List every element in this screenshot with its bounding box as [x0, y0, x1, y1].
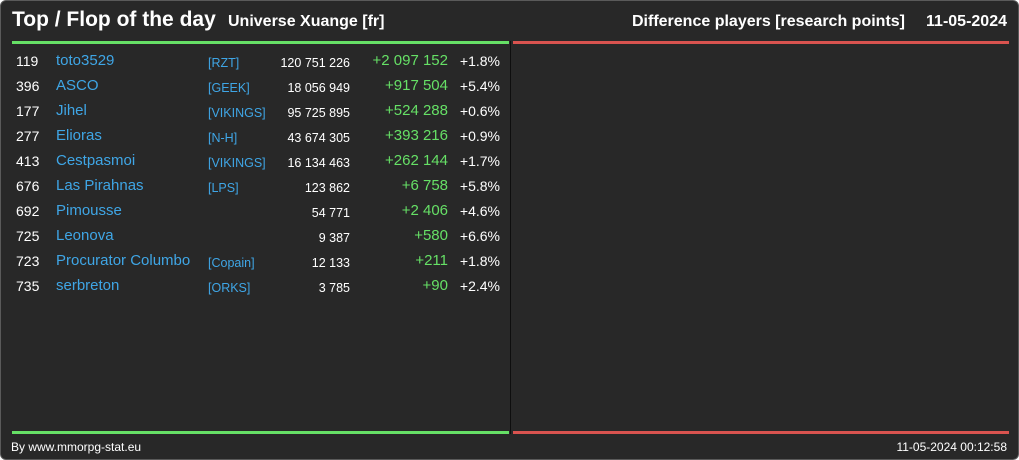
alliance-tag-link[interactable]: [N-H] — [208, 131, 238, 145]
alliance-tag-link[interactable]: [VIKINGS] — [208, 156, 266, 170]
player-name-link[interactable]: ASCO — [56, 77, 99, 94]
alliance-tag-link[interactable]: [GEEK] — [208, 81, 250, 95]
player-points: 16 134 463 — [287, 156, 350, 170]
player-name-link[interactable]: Pimousse — [56, 202, 122, 219]
player-points: 18 056 949 — [287, 81, 350, 95]
metric-label: Difference players [research points] — [632, 13, 905, 30]
player-rank: 735 — [16, 278, 40, 294]
alliance-tag-link[interactable]: [Copain] — [208, 256, 255, 270]
player-name-link[interactable]: Procurator Columbo — [56, 252, 191, 269]
player-points: 120 751 226 — [280, 56, 350, 70]
table-row: 177 Jihel [VIKINGS] 95 725 895 +524 288 +0.6% — [1, 99, 510, 124]
player-rank: 725 — [16, 228, 40, 244]
percent-change: +1.7% — [459, 153, 500, 169]
alliance-tag-link[interactable]: [LPS] — [208, 181, 239, 195]
table-row: 723 Procurator Columbo [Copain] 12 133 +211 +… — [1, 249, 510, 274]
percent-change: +4.6% — [459, 203, 500, 219]
player-name-link[interactable]: Jihel — [56, 102, 87, 119]
points-difference: +2 406 — [401, 202, 448, 219]
top-section-bottom-bar — [12, 431, 509, 434]
table-row: 692 Pimousse 54 771 +2 406 +4.6% — [1, 199, 510, 224]
points-difference: +6 758 — [401, 177, 448, 194]
top-section-bar — [12, 41, 509, 44]
player-points: 43 674 305 — [287, 131, 350, 145]
generated-timestamp: 11-05-2024 00:12:58 — [896, 440, 1007, 454]
site-credit: By www.mmorpg-stat.eu — [11, 440, 142, 454]
percent-change: +5.8% — [459, 178, 500, 194]
alliance-tag-link[interactable]: [RZT] — [208, 56, 240, 70]
top-players-list: 119 toto3529 [RZT] 120 751 226 +2 097 152 +1.… — [1, 49, 510, 299]
percent-change: +1.8% — [459, 53, 500, 69]
table-row: 413 Cestpasmoi [VIKINGS] 16 134 463 +262 144… — [1, 149, 510, 174]
player-points: 54 771 — [311, 206, 350, 220]
player-name-link[interactable]: toto3529 — [56, 52, 115, 69]
player-rank: 177 — [16, 103, 40, 119]
percent-change: +0.6% — [459, 103, 500, 119]
player-name-link[interactable]: Elioras — [56, 127, 102, 144]
points-difference: +580 — [414, 227, 448, 244]
player-points: 3 785 — [318, 281, 350, 295]
alliance-tag-link[interactable]: [ORKS] — [208, 281, 251, 295]
percent-change: +0.9% — [459, 128, 500, 144]
player-points: 9 387 — [318, 231, 350, 245]
table-row: 725 Leonova 9 387 +580 +6.6% — [1, 224, 510, 249]
player-name-link[interactable]: Cestpasmoi — [56, 152, 136, 169]
alliance-tag-link[interactable]: [VIKINGS] — [208, 106, 266, 120]
column-divider — [510, 41, 511, 434]
player-rank: 277 — [16, 128, 40, 144]
percent-change: +1.8% — [459, 253, 500, 269]
table-row: 676 Las Pirahnas [LPS] 123 862 +6 758 +5.8% — [1, 174, 510, 199]
percent-change: +2.4% — [459, 278, 500, 294]
points-difference: +90 — [422, 277, 448, 294]
player-rank: 396 — [16, 78, 40, 94]
flop-section-bottom-bar — [513, 431, 1009, 434]
page-title: Top / Flop of the day — [12, 8, 216, 31]
points-difference: +393 216 — [385, 127, 448, 144]
date-label: 11-05-2024 — [926, 13, 1007, 30]
player-points: 12 133 — [311, 256, 350, 270]
points-difference: +524 288 — [385, 102, 448, 119]
universe-label: Universe Xuange [fr] — [228, 13, 385, 30]
player-rank: 723 — [16, 253, 40, 269]
points-difference: +917 504 — [385, 77, 448, 94]
flop-section-bar — [513, 41, 1009, 44]
table-row: 396 ASCO [GEEK] 18 056 949 +917 504 +5.4% — [1, 74, 510, 99]
points-difference: +262 144 — [385, 152, 448, 169]
player-rank: 413 — [16, 153, 40, 169]
percent-change: +5.4% — [459, 78, 500, 94]
player-rank: 692 — [16, 203, 40, 219]
table-row: 277 Elioras [N-H] 43 674 305 +393 216 +0.9% — [1, 124, 510, 149]
player-points: 95 725 895 — [287, 106, 350, 120]
percent-change: +6.6% — [459, 228, 500, 244]
player-points: 123 862 — [304, 181, 350, 195]
player-name-link[interactable]: Las Pirahnas — [56, 177, 144, 194]
player-name-link[interactable]: serbreton — [56, 277, 120, 294]
table-row: 119 toto3529 [RZT] 120 751 226 +2 097 152 +1.… — [1, 49, 510, 74]
player-name-link[interactable]: Leonova — [56, 227, 114, 244]
points-difference: +2 097 152 — [372, 52, 449, 69]
table-row: 735 serbreton [ORKS] 3 785 +90 +2.4% — [1, 274, 510, 299]
player-rank: 119 — [16, 53, 39, 69]
points-difference: +211 — [415, 252, 448, 269]
player-rank: 676 — [16, 178, 40, 194]
